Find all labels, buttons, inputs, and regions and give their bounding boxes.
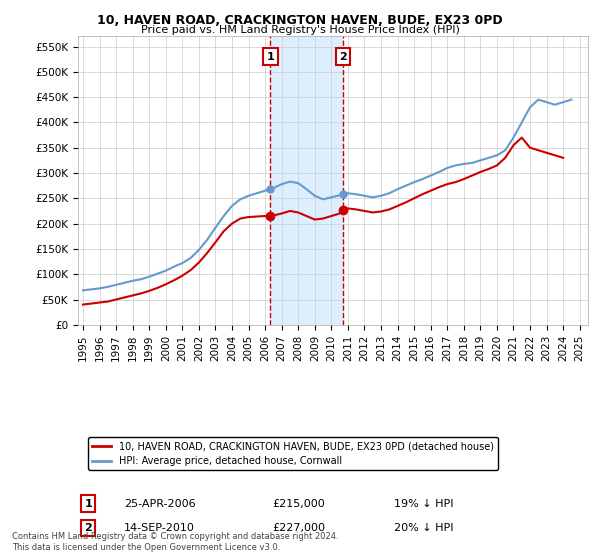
Text: 20% ↓ HPI: 20% ↓ HPI [394, 523, 454, 533]
Text: £215,000: £215,000 [272, 498, 325, 508]
Text: 25-APR-2006: 25-APR-2006 [124, 498, 196, 508]
Text: 1: 1 [85, 498, 92, 508]
Bar [271, 36, 343, 325]
Text: 19% ↓ HPI: 19% ↓ HPI [394, 498, 454, 508]
Text: £227,000: £227,000 [272, 523, 325, 533]
Text: Contains HM Land Registry data © Crown copyright and database right 2024.
This d: Contains HM Land Registry data © Crown c… [12, 532, 338, 552]
Text: 10, HAVEN ROAD, CRACKINGTON HAVEN, BUDE, EX23 0PD: 10, HAVEN ROAD, CRACKINGTON HAVEN, BUDE,… [97, 14, 503, 27]
Text: 14-SEP-2010: 14-SEP-2010 [124, 523, 195, 533]
Text: Price paid vs. HM Land Registry's House Price Index (HPI): Price paid vs. HM Land Registry's House … [140, 25, 460, 35]
Text: 1: 1 [266, 52, 274, 62]
Text: 2: 2 [339, 52, 347, 62]
Text: 2: 2 [85, 523, 92, 533]
Legend: 10, HAVEN ROAD, CRACKINGTON HAVEN, BUDE, EX23 0PD (detached house), HPI: Average: 10, HAVEN ROAD, CRACKINGTON HAVEN, BUDE,… [88, 437, 498, 470]
